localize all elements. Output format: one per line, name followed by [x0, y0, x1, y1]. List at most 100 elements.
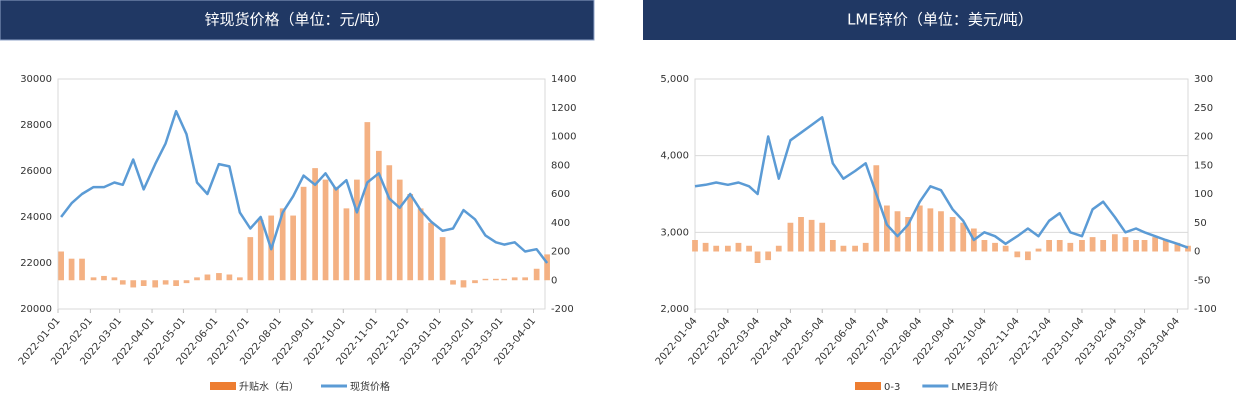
bar: [1046, 240, 1052, 252]
bar: [204, 274, 211, 281]
bar: [111, 277, 118, 281]
bar: [364, 122, 371, 281]
y2-tick-label: 400: [551, 218, 570, 229]
title-banner: [0, 0, 595, 41]
y2-tick-label: 0: [1194, 247, 1200, 258]
bar: [981, 240, 988, 252]
bar: [375, 150, 382, 281]
line: [60, 109, 549, 264]
y2-tick-label: -100: [1194, 304, 1217, 315]
bar: [1056, 240, 1063, 252]
bar: [343, 208, 350, 281]
bar: [992, 242, 998, 252]
bar: [1035, 248, 1042, 252]
bar: [386, 165, 393, 281]
bar: [1141, 240, 1148, 252]
y-tick-label: 28000: [20, 120, 52, 131]
chart-title: LME锌价（单位：美元/吨）: [847, 11, 1033, 29]
y2-tick-label: 200: [551, 247, 570, 258]
bar: [140, 280, 147, 286]
y2-tick-label: 1200: [551, 103, 576, 114]
bar: [472, 280, 478, 284]
bar: [247, 237, 254, 281]
bar: [765, 251, 772, 261]
y-tick-label: 24000: [20, 212, 52, 223]
y2-tick-label: 1400: [551, 74, 576, 85]
legend-label: 0-3: [884, 382, 900, 393]
bar: [840, 245, 847, 252]
bar: [396, 179, 403, 281]
bar: [938, 211, 944, 252]
bar: [152, 280, 159, 288]
bar: [702, 242, 709, 252]
bar: [873, 165, 880, 252]
bar: [236, 277, 243, 281]
bar: [1079, 240, 1085, 252]
bar: [300, 186, 307, 281]
bar: [58, 251, 64, 281]
bar: [493, 278, 499, 281]
bar: [787, 222, 794, 252]
bar: [884, 205, 890, 252]
y-tick-label: 22000: [20, 258, 52, 269]
bar: [439, 237, 446, 281]
y2-tick-label: 800: [551, 160, 570, 171]
bar: [1122, 237, 1129, 252]
bar: [1014, 251, 1021, 258]
y2-tick-label: 1000: [551, 132, 576, 143]
bar: [713, 245, 720, 252]
bar: [852, 245, 858, 252]
bar: [916, 205, 923, 252]
y2-tick-label: 150: [1194, 160, 1213, 171]
bar: [1152, 237, 1159, 252]
bar: [162, 280, 169, 285]
line: [694, 116, 1189, 249]
y2-tick-label: 250: [1194, 103, 1213, 114]
bar: [544, 254, 550, 281]
bar: [257, 219, 264, 281]
bar: [1185, 245, 1191, 252]
bar: [333, 186, 339, 281]
bar: [775, 245, 782, 252]
y2-tick-label: 300: [1194, 74, 1213, 85]
bar: [1089, 237, 1096, 252]
y2-tick-label: 100: [1194, 189, 1213, 200]
bar: [1174, 242, 1181, 252]
bar: [322, 179, 329, 281]
bar: [894, 211, 901, 252]
bar: [511, 277, 518, 281]
plot-frame: [694, 78, 1189, 310]
plot-frame: [57, 78, 546, 310]
bar: [183, 280, 190, 284]
y2-tick-label: 200: [1194, 132, 1213, 143]
bar: [130, 280, 137, 288]
legend-label: 升贴水（右）: [239, 380, 299, 393]
bar: [754, 251, 761, 263]
bar: [290, 215, 296, 281]
y2-tick-label: 50: [1194, 218, 1207, 229]
bar: [1100, 240, 1107, 252]
bar: [1025, 251, 1031, 261]
y2-tick-label: 600: [551, 189, 570, 200]
y-tick-label: 5,000: [660, 74, 689, 85]
bar: [90, 277, 97, 281]
bar: [533, 268, 540, 281]
bar: [1133, 240, 1139, 252]
legend-swatch: [210, 382, 236, 390]
y-tick-label: 26000: [20, 166, 52, 177]
bar: [501, 278, 508, 281]
bar: [1067, 242, 1074, 252]
bar: [428, 222, 434, 281]
y-tick-label: 2,000: [660, 304, 689, 315]
bar: [808, 219, 815, 252]
bar: [119, 280, 126, 285]
bar: [226, 274, 233, 281]
bar: [279, 208, 286, 281]
legend-label: LME3月价: [951, 381, 998, 393]
bar: [960, 222, 967, 252]
bar: [216, 273, 222, 281]
bar: [407, 194, 414, 281]
bar: [173, 280, 179, 286]
bar: [735, 242, 742, 252]
